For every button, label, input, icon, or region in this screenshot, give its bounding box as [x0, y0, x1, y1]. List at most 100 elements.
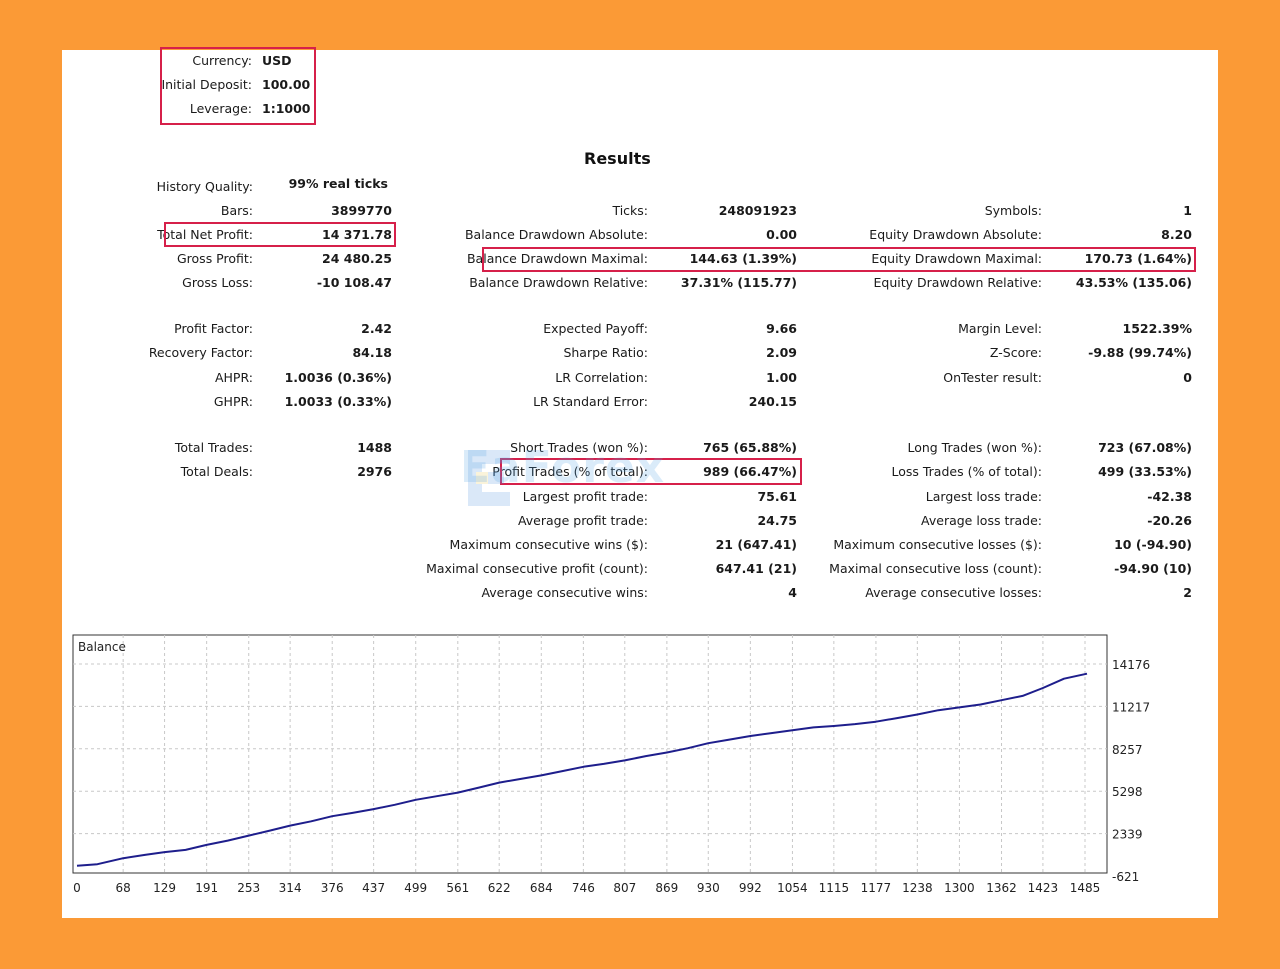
x-tick-label: 314: [279, 881, 302, 895]
margin-level-label: Margin Level:: [958, 321, 1042, 336]
x-tick-label: 1054: [777, 881, 808, 895]
total-trades-value: 1488: [357, 440, 392, 455]
equity-drawdown-relative-value: 43.53% (135.06): [1075, 275, 1192, 290]
eaforex-logo-icon: [468, 450, 510, 506]
long-trades-label: Long Trades (won %):: [907, 440, 1042, 455]
x-tick-label: 746: [572, 881, 595, 895]
largest-loss-trade-label: Largest loss trade:: [925, 489, 1042, 504]
y-tick-label: 14176: [1112, 658, 1150, 672]
average-consecutive-losses-value: 2: [1183, 585, 1192, 600]
equity-drawdown-relative-label: Equity Drawdown Relative:: [873, 275, 1042, 290]
largest-profit-trade-label: Largest profit trade:: [522, 489, 648, 504]
balance-line: [76, 672, 1088, 867]
average-consecutive-wins-label: Average consecutive wins:: [481, 585, 648, 600]
sharpe-ratio-value: 2.09: [766, 345, 797, 360]
ontester-result-label: OnTester result:: [943, 370, 1042, 385]
x-tick-label: 499: [404, 881, 427, 895]
y-tick-label: 5298: [1112, 785, 1143, 799]
balance-drawdown-relative-label: Balance Drawdown Relative:: [469, 275, 648, 290]
bars-label: Bars:: [220, 203, 253, 218]
lr-correlation-label: LR Correlation:: [555, 370, 648, 385]
loss-trades-label: Loss Trades (% of total):: [891, 464, 1042, 479]
short-trades-label: Short Trades (won %):: [510, 440, 648, 455]
equity-drawdown-absolute-value: 8.20: [1161, 227, 1192, 242]
x-tick-label: 68: [116, 881, 131, 895]
ghpr-label: GHPR:: [213, 394, 253, 409]
largest-loss-trade-value: -42.38: [1147, 489, 1192, 504]
ahpr-label: AHPR:: [214, 370, 253, 385]
z-score-value: -9.88 (99.74%): [1088, 345, 1192, 360]
symbols-label: Symbols:: [984, 203, 1042, 218]
ticks-value: 248091923: [718, 203, 797, 218]
x-axis-ticks: 0 68 129 191 253 314 376 437 499 561 622 684 746 807 8…: [73, 881, 1100, 895]
x-tick-label: 930: [697, 881, 720, 895]
short-trades-value: 765 (65.88%): [703, 440, 797, 455]
chart-plot-frame: [72, 634, 1108, 874]
initial-deposit-label: Initial Deposit:: [161, 77, 252, 92]
average-loss-trade-value: -20.26: [1147, 513, 1192, 528]
max-consecutive-losses-value: 10 (-94.90): [1114, 537, 1192, 552]
chart-title: Balance: [78, 640, 126, 654]
results-title: Results: [584, 149, 651, 168]
maximal-consecutive-profit-value: 647.41 (21): [715, 561, 797, 576]
balance-chart: Balance 14176 11217 8257 5298 2339 -621 0 68 12…: [72, 634, 1150, 895]
gross-profit-label: Gross Profit:: [176, 251, 253, 266]
total-net-profit-label: Total Net Profit:: [157, 227, 253, 242]
margin-level-value: 1522.39%: [1122, 321, 1192, 336]
x-tick-label: 684: [530, 881, 553, 895]
equity-drawdown-maximal-label: Equity Drawdown Maximal:: [871, 251, 1042, 266]
long-trades-value: 723 (67.08%): [1098, 440, 1192, 455]
balance-drawdown-absolute-label: Balance Drawdown Absolute:: [464, 227, 648, 242]
gross-profit-value: 24 480.25: [322, 251, 392, 266]
average-profit-trade-label: Average profit trade:: [517, 513, 648, 528]
maximal-consecutive-loss-label: Maximal consecutive loss (count):: [829, 561, 1042, 576]
expected-payoff-value: 9.66: [766, 321, 797, 336]
total-deals-value: 2976: [357, 464, 392, 479]
x-tick-label: 561: [446, 881, 469, 895]
max-consecutive-wins-value: 21 (647.41): [715, 537, 797, 552]
average-profit-trade-value: 24.75: [757, 513, 797, 528]
x-tick-label: 0: [73, 881, 81, 895]
balance-drawdown-relative-value: 37.31% (115.77): [680, 275, 797, 290]
sharpe-ratio-label: Sharpe Ratio:: [563, 345, 648, 360]
lr-standard-error-label: LR Standard Error:: [533, 394, 648, 409]
max-consecutive-losses-label: Maximum consecutive losses ($):: [833, 537, 1042, 552]
settings-highlight-box: [160, 47, 316, 125]
largest-profit-trade-value: 75.61: [757, 489, 797, 504]
x-tick-label: 129: [153, 881, 176, 895]
x-tick-label: 1115: [819, 881, 850, 895]
total-net-profit-value: 14 371.78: [322, 227, 392, 242]
max-consecutive-wins-label: Maximum consecutive wins ($):: [449, 537, 648, 552]
x-tick-label: 1300: [944, 881, 975, 895]
y-tick-label: 2339: [1112, 828, 1143, 842]
total-trades-label: Total Trades:: [174, 440, 253, 455]
x-tick-label: 1423: [1028, 881, 1059, 895]
chart-grid: [73, 635, 1107, 873]
currency-label: Currency:: [192, 53, 252, 68]
x-tick-label: 869: [655, 881, 678, 895]
profit-factor-label: Profit Factor:: [174, 321, 253, 336]
equity-drawdown-maximal-value: 170.73 (1.64%): [1084, 251, 1192, 266]
lr-standard-error-value: 240.15: [748, 394, 797, 409]
average-consecutive-wins-value: 4: [788, 585, 797, 600]
average-loss-trade-label: Average loss trade:: [921, 513, 1042, 528]
ghpr-value: 1.0033 (0.33%): [284, 394, 392, 409]
ahpr-value: 1.0036 (0.36%): [284, 370, 392, 385]
x-tick-label: 1362: [986, 881, 1017, 895]
profit-trades-label: Profit Trades (% of total):: [492, 464, 648, 479]
x-tick-label: 992: [739, 881, 762, 895]
balance-series: [76, 672, 1088, 867]
x-tick-label: 807: [613, 881, 636, 895]
y-axis-ticks: 14176 11217 8257 5298 2339 -621: [1112, 658, 1150, 884]
total-deals-label: Total Deals:: [180, 464, 253, 479]
y-tick-label: 11217: [1112, 700, 1150, 714]
lr-correlation-value: 1.00: [766, 370, 797, 385]
balance-drawdown-maximal-value: 144.63 (1.39%): [689, 251, 797, 266]
history-quality-label: History Quality:: [156, 179, 253, 194]
profit-trades-value: 989 (66.47%): [703, 464, 797, 479]
maximal-consecutive-loss-value: -94.90 (10): [1114, 561, 1192, 576]
x-tick-label: 1485: [1070, 881, 1101, 895]
ontester-result-value: 0: [1183, 370, 1192, 385]
history-quality-value: 99% real ticks: [288, 176, 388, 191]
x-tick-label: 437: [362, 881, 385, 895]
